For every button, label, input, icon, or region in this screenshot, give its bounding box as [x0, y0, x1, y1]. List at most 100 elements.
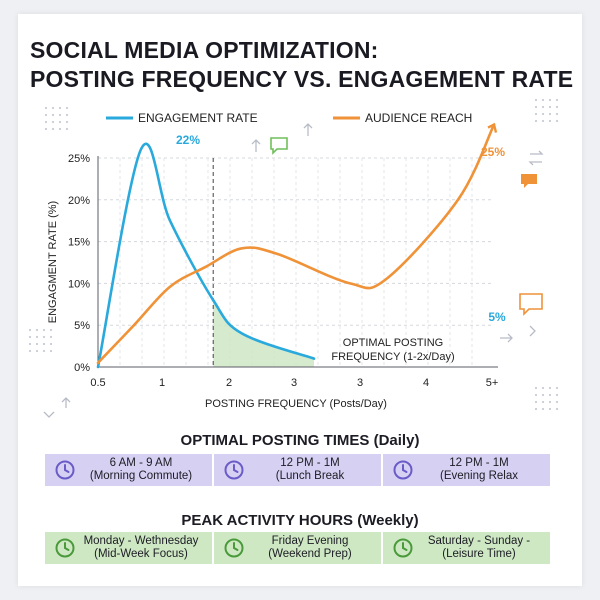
posting-time-line2: (Lunch Break: [275, 470, 345, 482]
decorative-dot: [548, 112, 552, 116]
arrow-up-icon: [303, 123, 313, 136]
decorative-dot: [555, 407, 559, 411]
swap-arrows-icon: [528, 150, 544, 166]
decorative-dot: [65, 106, 69, 110]
decorative-dot: [555, 393, 559, 397]
peak-value-label: 22%: [176, 133, 200, 147]
peak-hour-line1: Monday - Wethnesday: [83, 535, 199, 547]
optimal-zone-fill: [213, 300, 314, 367]
posting-time-line2: (Morning Commute): [89, 470, 193, 482]
decorative-dot: [541, 98, 545, 102]
decorative-dot: [65, 127, 69, 131]
decorative-dot: [44, 106, 48, 110]
optimal-zone-label-line1: OPTIMAL POSTING: [343, 337, 443, 349]
title-line-1: SOCIAL MEDIA OPTIMIZATION:: [30, 37, 379, 63]
chat-bubble-icon: [519, 293, 543, 316]
y-tick-label: 25%: [68, 153, 90, 165]
decorative-dot: [58, 127, 62, 131]
decorative-dot: [534, 407, 538, 411]
decorative-dot: [42, 349, 46, 353]
decorative-dot: [555, 119, 559, 123]
x-tick-label: 1: [159, 377, 165, 389]
arrow-up-icon: [251, 139, 261, 152]
decorative-dot: [42, 335, 46, 339]
clock-icon: [55, 538, 75, 558]
decorative-dot: [548, 98, 552, 102]
y-tick-label: 20%: [68, 195, 90, 207]
chart-series: [96, 122, 498, 369]
decorative-icons: [43, 123, 544, 418]
decorative-dot: [51, 120, 55, 124]
decorative-dot: [534, 112, 538, 116]
x-tick-label: 2: [226, 377, 232, 389]
decorative-dot: [42, 328, 46, 332]
peak-hour-line1: Friday Evening: [271, 535, 349, 547]
decorative-dot: [49, 342, 53, 346]
decorative-dot: [42, 342, 46, 346]
decorative-dot: [534, 400, 538, 404]
decorative-dot: [28, 335, 32, 339]
posting-time-cell: 6 AM - 9 AM (Morning Commute): [45, 454, 214, 486]
y-tick-label: 10%: [68, 278, 90, 290]
peak-hour-cell: Friday Evening (Weekend Prep): [214, 532, 383, 564]
decorative-dot: [49, 349, 53, 353]
audience-reach-line: [96, 123, 496, 365]
decorative-dot: [51, 127, 55, 131]
title-line-2: POSTING FREQUENCY VS. ENGAGEMENT RATE: [30, 66, 574, 92]
y-tick-label: 5%: [74, 320, 90, 332]
peak-hour-text: Saturday - Sunday - (Leisure Time): [414, 535, 550, 561]
decorative-dot: [534, 386, 538, 390]
engagement-chart: 0% 5% 10% 15% 20% 25% 0.5 1 2 3 3 4 5+ POSTING FREQUE…: [28, 98, 559, 418]
posting-time-line2: (Evening Relax: [440, 470, 518, 482]
peak-hour-text: Monday - Wethnesday (Mid-Week Focus): [76, 535, 212, 561]
decorative-dot: [555, 112, 559, 116]
decorative-dot: [35, 335, 39, 339]
clock-icon: [224, 538, 244, 558]
decorative-dots: [28, 98, 559, 411]
y-tick-label: 15%: [68, 237, 90, 249]
peak-hour-text: Friday Evening (Weekend Prep): [245, 535, 381, 561]
posting-time-cell: 12 PM - 1M (Evening Relax: [383, 454, 550, 486]
decorative-dot: [58, 106, 62, 110]
page-title: SOCIAL MEDIA OPTIMIZATION: POSTING FREQU…: [30, 36, 574, 94]
decorative-dot: [35, 349, 39, 353]
decorative-dot: [555, 105, 559, 109]
optimal-zone: [212, 158, 314, 367]
end-engagement-label: 5%: [488, 310, 506, 324]
decorative-dot: [58, 120, 62, 124]
decorative-dot: [541, 119, 545, 123]
clock-icon: [393, 538, 413, 558]
posting-time-text: 6 AM - 9 AM (Morning Commute): [76, 457, 212, 483]
chat-bubble-icon: [270, 137, 288, 155]
peak-hour-line1: Saturday - Sunday -: [427, 535, 531, 547]
clock-icon: [55, 460, 75, 480]
decorative-dot: [49, 335, 53, 339]
reach-arrowhead: [487, 122, 498, 133]
optimal-times-row: 6 AM - 9 AM (Morning Commute) 12 PM - 1M (L…: [45, 454, 550, 486]
peak-hour-line2: (Leisure Time): [442, 548, 516, 560]
end-reach-label: 25%: [481, 145, 505, 159]
x-tick-label: 3: [357, 377, 363, 389]
decorative-dot: [555, 386, 559, 390]
decorative-dot: [65, 120, 69, 124]
decorative-dot: [35, 342, 39, 346]
chart-legend: ENGAGEMENT RATE AUDIENCE REACH: [106, 111, 472, 125]
decorative-dot: [555, 98, 559, 102]
decorative-dot: [51, 113, 55, 117]
x-tick-label: 0.5: [90, 377, 105, 389]
chat-bubble-icon: [521, 174, 537, 188]
decorative-dot: [541, 393, 545, 397]
decorative-dot: [35, 328, 39, 332]
legend-label-engagement: ENGAGEMENT RATE: [138, 111, 258, 125]
decorative-dot: [28, 328, 32, 332]
decorative-dot: [548, 407, 552, 411]
posting-time-text: 12 PM - 1M (Lunch Break: [245, 457, 381, 483]
y-tick-label: 0%: [74, 362, 90, 374]
chart-labels: 22% 5% 25% OPTIMAL POSTING FREQUENCY (1-2x/D…: [176, 133, 506, 363]
peak-hour-cell: Saturday - Sunday - (Leisure Time): [383, 532, 550, 564]
optimal-times-title: OPTIMAL POSTING TIMES (Daily): [180, 432, 420, 449]
decorative-dot: [44, 127, 48, 131]
chevron-down-icon: [43, 411, 55, 418]
decorative-dot: [58, 113, 62, 117]
decorative-dot: [548, 105, 552, 109]
